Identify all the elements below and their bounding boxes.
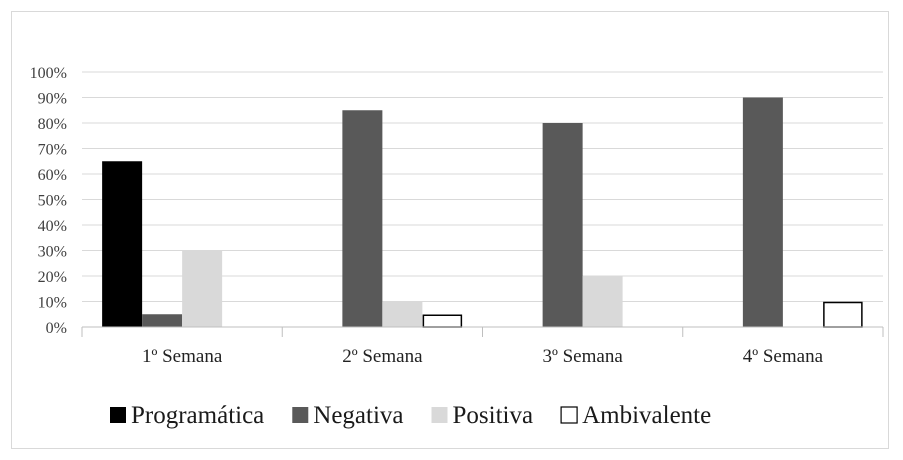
x-category-label: 2º Semana (342, 346, 423, 367)
bar-positiva (382, 301, 423, 327)
x-category-label: 3º Semana (542, 346, 623, 367)
y-tick-label: 70% (38, 142, 67, 159)
bar-negativa (742, 97, 783, 327)
legend-swatch (431, 407, 448, 423)
legend-label: Ambivalente (582, 402, 711, 429)
bar-ambivalente (823, 301, 863, 328)
legend: Programática Negativa Positiva Ambivalente (110, 402, 711, 429)
y-tick-label: 100% (30, 65, 67, 82)
bar-negativa (142, 314, 183, 327)
y-tick-label: 80% (38, 116, 67, 133)
legend-label: Positiva (453, 402, 534, 429)
x-category-label: 1º Semana (142, 346, 223, 367)
y-tick-label: 60% (38, 167, 67, 184)
y-tick-label: 50% (38, 193, 67, 210)
legend-swatch (110, 407, 126, 423)
chart-frame (11, 11, 889, 449)
y-tick-label: 40% (38, 218, 67, 235)
bar-program-tica (102, 161, 143, 327)
legend-label: Negativa (313, 402, 403, 429)
legend-label: Programática (131, 402, 264, 429)
y-tick-label: 20% (38, 269, 67, 286)
bar-ambivalente (422, 314, 463, 328)
bar-positiva (182, 250, 223, 327)
x-axis: 1º Semana 2º Semana 3º Semana 4º Semana (81, 326, 884, 367)
x-category-label: 4º Semana (743, 346, 824, 367)
bar-negativa (342, 110, 383, 327)
y-tick-label: 0% (46, 320, 67, 337)
y-tick-label: 10% (38, 295, 67, 312)
bar-positiva (582, 276, 623, 327)
legend-swatch (292, 407, 309, 423)
y-tick-label: 90% (38, 91, 67, 108)
y-tick-label: 30% (38, 244, 67, 261)
y-axis-tick-labels: 0% 10% 20% 30% 40% 50% 60% 70% 80% 90% 100% (30, 65, 67, 337)
bars (102, 97, 863, 328)
legend-swatch (560, 406, 578, 424)
bar-negativa (542, 123, 583, 327)
